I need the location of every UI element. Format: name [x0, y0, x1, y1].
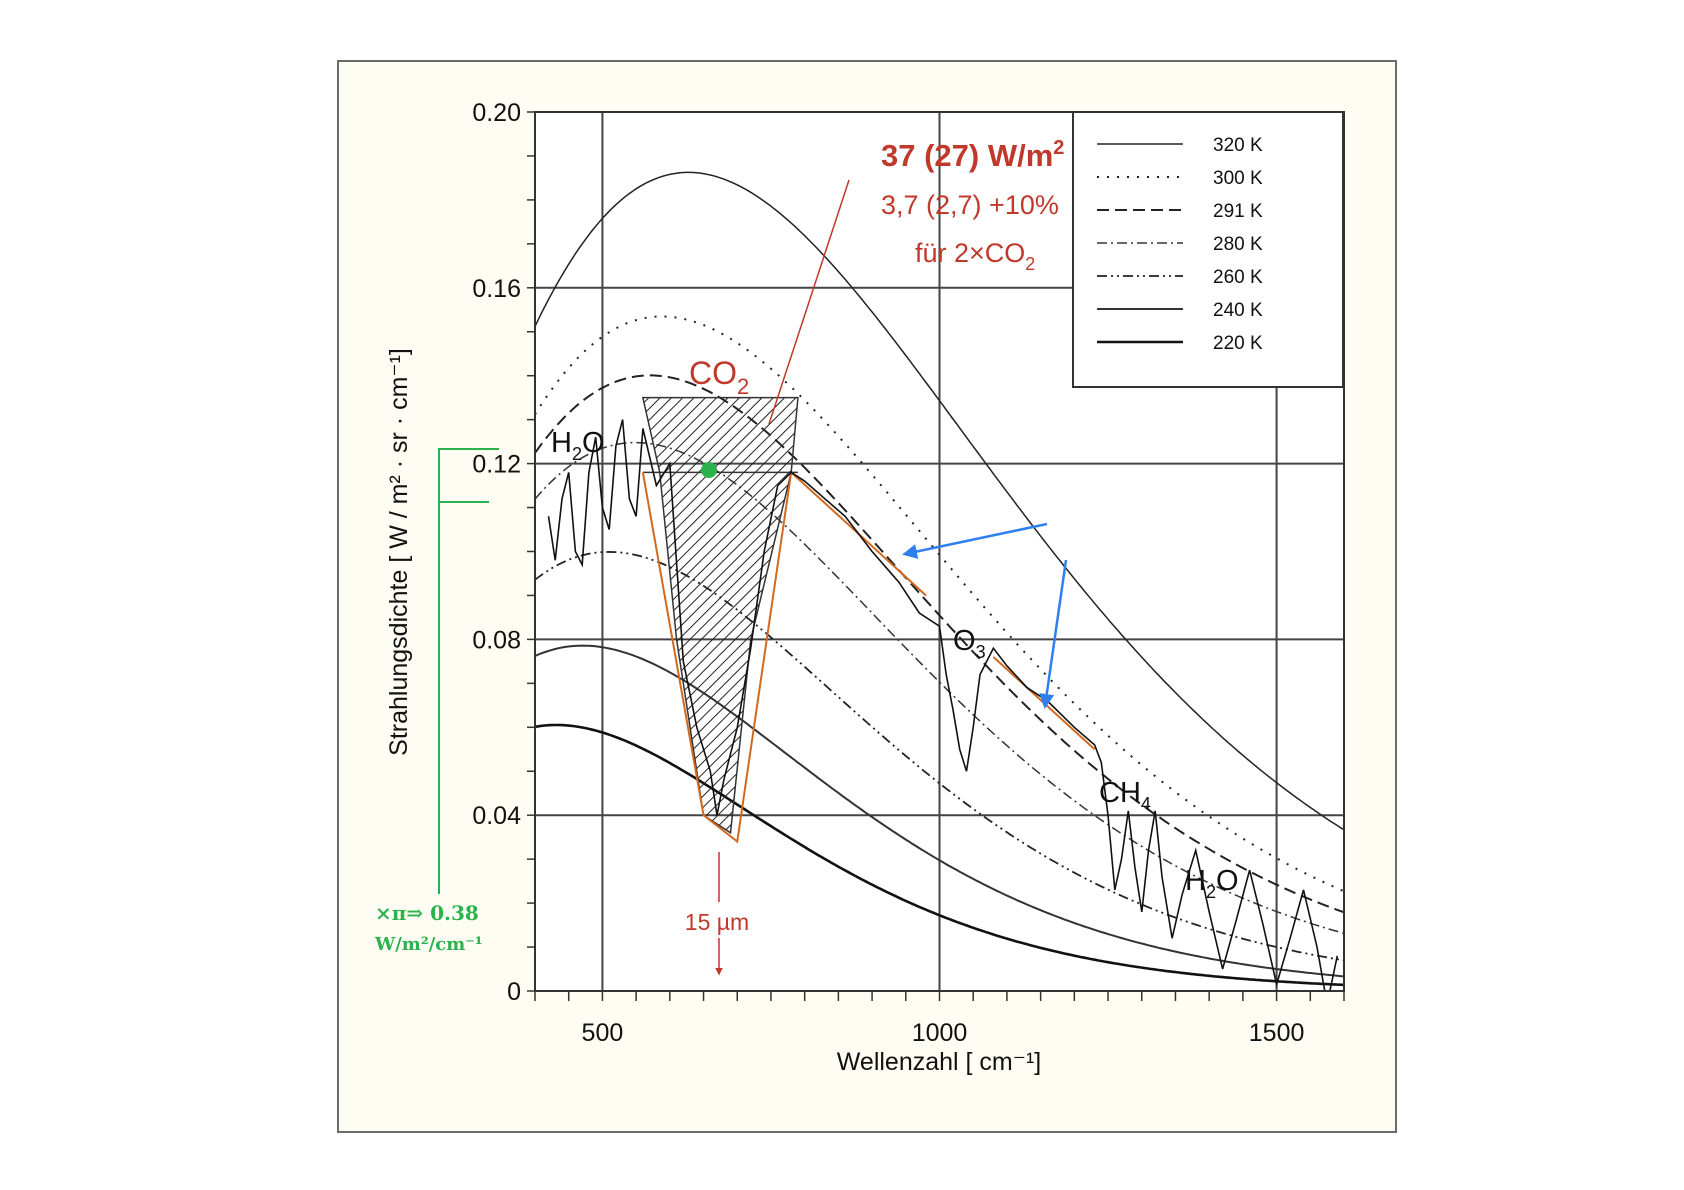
- measured-spectrum: [547, 419, 1339, 991]
- y-tick-label: 0: [507, 978, 521, 1006]
- o3-label: O3: [953, 625, 986, 662]
- x-axis-label: Wellenzahl [ cm⁻¹]: [837, 1048, 1041, 1076]
- co2-absorption-band: [641, 396, 1096, 844]
- blackbody-curves: [535, 171, 1344, 987]
- h2o-right-label: H2O: [1185, 865, 1239, 902]
- legend: 320 K 300 K 291 K 280 K 260 K 240 K 220 K: [1072, 111, 1344, 388]
- forcing-delta-label: 3,7 (2,7) +10%: [881, 190, 1059, 220]
- curve-220k: [535, 723, 1344, 987]
- forcing-pointer-line: [768, 179, 850, 425]
- y-tick-label: 0.16: [472, 275, 521, 303]
- co2-hatched-area: [641, 396, 799, 835]
- x-tick-label: 1500: [1249, 1019, 1305, 1047]
- wavelength-label: 15 µm: [685, 909, 749, 935]
- green-unit-label: W/m²/cm⁻¹: [374, 934, 483, 955]
- y-tick-label: 0.12: [472, 451, 521, 479]
- y-axis-label: Strahlungsdichte [ W / m² · sr · cm⁻¹]: [385, 348, 413, 756]
- y-tick-label: 0.20: [472, 99, 521, 127]
- curve-291k: [535, 374, 1344, 914]
- forcing-main-label: 37 (27) W/m2: [881, 137, 1064, 173]
- curve-320k: [535, 171, 1344, 831]
- legend-label: 240 K: [1213, 300, 1263, 321]
- legend-label: 300 K: [1213, 168, 1263, 189]
- ch4-label: CH4: [1099, 777, 1151, 814]
- blue-arrow-o3: [902, 522, 1048, 559]
- forcing-double-label: für 2×CO2: [915, 238, 1035, 274]
- figure-frame: 0 0.04 0.08 0.12 0.16 0.20 500 1000 1500 Wellenz…: [337, 60, 1397, 1133]
- co2-envelope-line: [641, 472, 793, 844]
- legend-label: 260 K: [1213, 267, 1263, 288]
- green-marker: [701, 462, 717, 478]
- blue-arrow-ch4: [1039, 559, 1068, 709]
- co2-label: CO2: [689, 355, 749, 399]
- green-factor-label: ×π⇒ 0.38: [375, 901, 479, 925]
- legend-label: 280 K: [1213, 234, 1263, 255]
- x-tick-label: 1000: [912, 1019, 968, 1047]
- measured-spectrum-line: [547, 419, 1339, 991]
- radiance-spectrum-chart: 0 0.04 0.08 0.12 0.16 0.20 500 1000 1500 Wellenz…: [374, 99, 1345, 1076]
- legend-box: [1072, 111, 1344, 388]
- h2o-left-label: H2O: [551, 427, 605, 464]
- axis-ticks: 0 0.04 0.08 0.12 0.16 0.20 500 1000 1500: [472, 99, 1345, 1047]
- green-bracket: [438, 448, 499, 894]
- y-tick-label: 0.08: [472, 626, 521, 654]
- legend-label: 220 K: [1213, 333, 1263, 354]
- y-tick-label: 0.04: [472, 802, 521, 830]
- curve-240k: [535, 644, 1344, 978]
- legend-label: 291 K: [1213, 201, 1263, 222]
- legend-label: 320 K: [1213, 135, 1263, 156]
- x-tick-label: 500: [582, 1019, 624, 1047]
